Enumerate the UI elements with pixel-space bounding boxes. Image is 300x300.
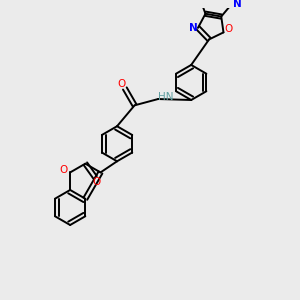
Text: N: N — [233, 0, 242, 9]
Text: HN: HN — [158, 92, 174, 102]
Text: N: N — [189, 23, 197, 33]
Text: O: O — [118, 79, 126, 88]
Text: O: O — [92, 177, 100, 187]
Text: O: O — [224, 25, 232, 34]
Text: O: O — [59, 164, 68, 175]
